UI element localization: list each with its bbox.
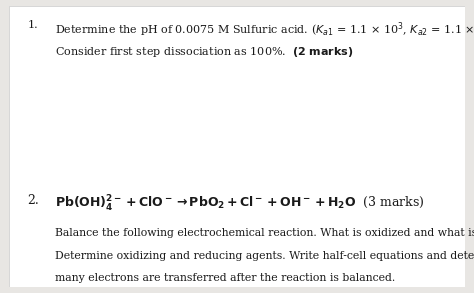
Text: $\bf{Pb(OH)_4^{2-} + ClO^- \rightarrow PbO_2 + Cl^- + OH^- + H_2O}$  (3 marks): $\bf{Pb(OH)_4^{2-} + ClO^- \rightarrow P…: [55, 194, 425, 214]
Text: Determine the pH of 0.0075 M Sulfuric acid. ($K_{a1}$ = 1.1 $\times$ 10$^{3}$, $: Determine the pH of 0.0075 M Sulfuric ac…: [55, 20, 474, 38]
Text: many electrons are transferred after the reaction is balanced.: many electrons are transferred after the…: [55, 273, 395, 283]
FancyBboxPatch shape: [9, 6, 465, 287]
Text: Consider first step dissociation as 100%.  $\bf{(2\ marks)}$: Consider first step dissociation as 100%…: [55, 45, 354, 59]
Text: 1.: 1.: [27, 20, 38, 30]
Text: 2.: 2.: [27, 194, 39, 207]
Text: Determine oxidizing and reducing agents. Write half-cell equations and determine: Determine oxidizing and reducing agents.…: [55, 251, 474, 260]
Text: Balance the following electrochemical reaction. What is oxidized and what is red: Balance the following electrochemical re…: [55, 228, 474, 238]
